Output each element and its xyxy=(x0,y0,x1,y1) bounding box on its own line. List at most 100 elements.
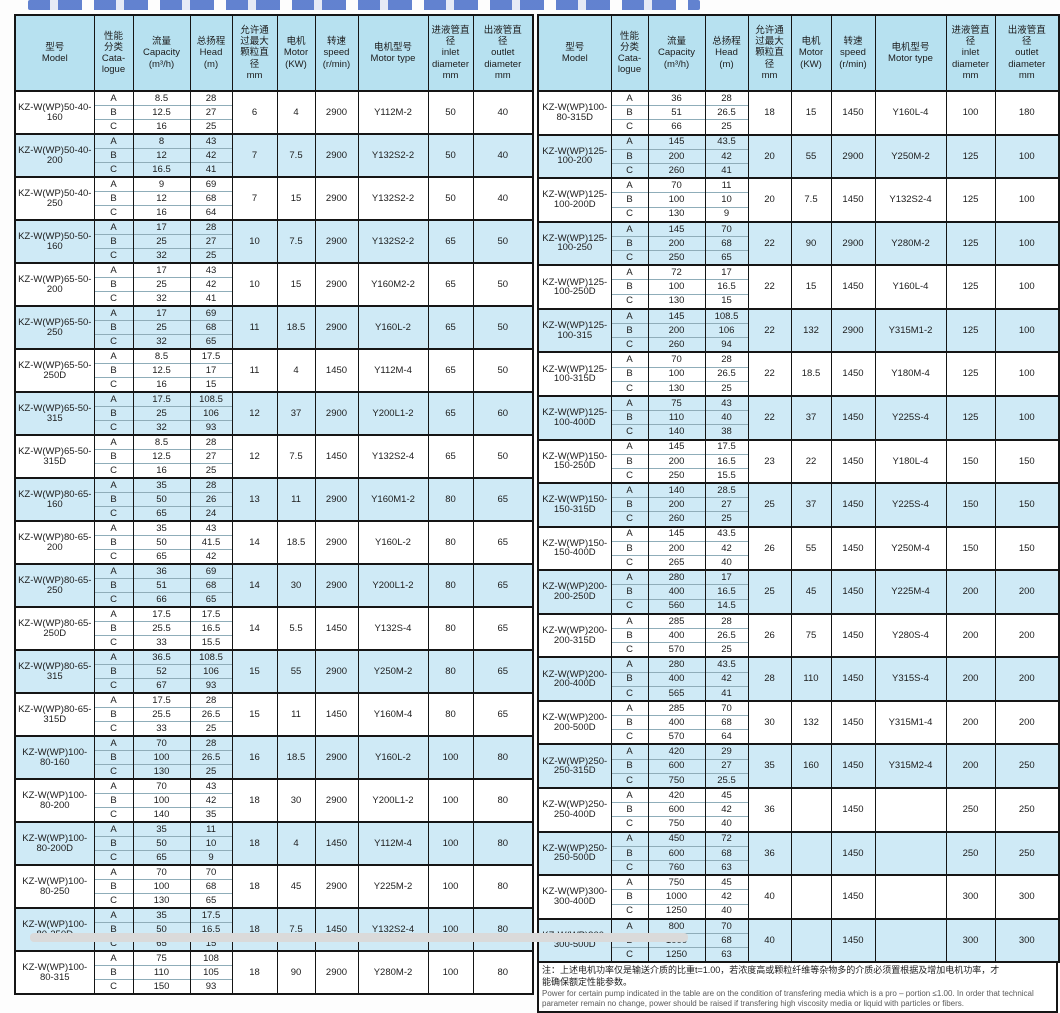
head-cell: 108.5 xyxy=(189,391,233,407)
capacity-cell: 17.5 xyxy=(132,391,191,407)
outlet-diameter-cell: 300 xyxy=(994,917,1060,963)
capacity-cell: 140 xyxy=(132,807,191,822)
model-cell: KZ-W(WP)125-100-250 xyxy=(537,220,612,266)
motor-power-cell: 45 xyxy=(790,569,832,614)
head-cell: 42 xyxy=(704,802,749,817)
motor-type-cell: Y315M1-4 xyxy=(874,699,947,745)
capacity-cell: 70 xyxy=(647,177,706,193)
table-row: B 25 27 xyxy=(15,234,533,249)
inlet-diameter-cell: 200 xyxy=(945,699,996,745)
table-row: KZ-W(WP)50-40-250 A 9 69 7 15 2900 Y132S2-2 50 40 xyxy=(14,176,534,220)
outlet-diameter-cell: 100 xyxy=(994,264,1060,309)
catalogue-cell: B xyxy=(610,758,649,774)
model-cell: KZ-W(WP)125-100-400D xyxy=(537,394,612,440)
speed-cell: 1450 xyxy=(830,787,876,832)
speed-cell: 2900 xyxy=(314,391,359,435)
table-row: B 12 68 xyxy=(15,191,533,206)
head-cell: 108 xyxy=(189,950,233,966)
table-row: KZ-W(WP)200-200-250D A 280 17 25 45 1450 Y225M-… xyxy=(537,569,1060,614)
inlet-diameter-cell: 100 xyxy=(945,90,996,135)
catalogue-cell: A xyxy=(93,133,134,149)
head-cell: 65 xyxy=(189,592,233,607)
table-row: B 400 68 xyxy=(538,715,1059,730)
catalogue-cell: C xyxy=(93,377,134,392)
particle-cell: 22 xyxy=(747,307,792,353)
capacity-cell: 16 xyxy=(132,119,191,134)
capacity-cell: 250 xyxy=(647,467,706,484)
catalogue-cell: C xyxy=(93,162,134,177)
head-cell: 17 xyxy=(704,264,749,280)
catalogue-cell: C xyxy=(610,162,649,179)
capacity-cell: 25.5 xyxy=(132,707,191,722)
head-cell: 25 xyxy=(189,764,233,779)
inlet-diameter-cell: 80 xyxy=(427,692,474,736)
particle-cell: 40 xyxy=(747,874,792,919)
catalogue-cell: B xyxy=(93,535,134,550)
col-header-head: 总扬程 Head (m) xyxy=(704,14,749,92)
head-cell: 69 xyxy=(189,176,233,192)
col-header-head: 总扬程 Head (m) xyxy=(189,14,233,92)
catalogue-cell: B xyxy=(610,715,649,730)
inlet-diameter-cell: 65 xyxy=(427,262,474,306)
table-row: KZ-W(WP)125-100-315D A 70 28 22 18.5 1450 Y180M… xyxy=(537,351,1060,396)
catalogue-cell: C xyxy=(93,721,134,736)
table-row: B 12.5 17 xyxy=(15,363,533,378)
speed-cell: 1450 xyxy=(830,656,876,701)
motor-power-cell: 55 xyxy=(790,525,832,571)
col-header-catalogue: 性能 分类 Cata- logue xyxy=(93,14,134,92)
catalogue-cell: A xyxy=(93,262,134,278)
capacity-cell: 110 xyxy=(647,410,706,425)
clipped-title-fragment xyxy=(28,0,700,10)
catalogue-cell: C xyxy=(93,291,134,306)
catalogue-cell: C xyxy=(93,807,134,822)
table-row: B 50 41.5 xyxy=(15,535,533,550)
motor-type-cell: Y112M-4 xyxy=(357,348,429,392)
head-cell: 17 xyxy=(189,363,233,378)
catalogue-cell: A xyxy=(93,778,134,794)
catalogue-cell: C xyxy=(93,893,134,908)
motor-power-cell: 11 xyxy=(276,692,316,736)
table-row: KZ-W(WP)50-40-160 A 8.5 28 6 4 2900 Y112M-2 50 40 xyxy=(14,90,534,134)
capacity-cell: 130 xyxy=(647,380,706,396)
capacity-cell: 32 xyxy=(132,291,191,306)
capacity-cell: 50 xyxy=(132,492,191,507)
head-cell: 26.5 xyxy=(189,750,233,765)
head-cell: 28 xyxy=(704,90,749,106)
table-row: C 140 38 xyxy=(538,424,1059,440)
motor-type-cell: Y315M1-2 xyxy=(874,307,947,353)
outlet-diameter-cell: 50 xyxy=(472,262,534,306)
inlet-diameter-cell: 100 xyxy=(427,950,474,994)
model-cell: KZ-W(WP)150-150-250D xyxy=(537,438,612,484)
capacity-cell: 8 xyxy=(132,133,191,149)
table-row: C 65 9 xyxy=(15,850,533,865)
capacity-cell: 280 xyxy=(647,569,706,585)
table-row: C 130 25 xyxy=(538,380,1059,396)
model-cell: KZ-W(WP)80-65-250D xyxy=(14,606,95,650)
catalogue-cell: A xyxy=(610,612,649,629)
particle-cell: 18 xyxy=(747,90,792,135)
outlet-diameter-cell: 200 xyxy=(994,612,1060,658)
head-cell: 68 xyxy=(704,845,749,861)
speed-cell: 1450 xyxy=(830,264,876,309)
table-row: C 1250 40 xyxy=(538,903,1059,919)
table-row: C 65 24 xyxy=(15,506,533,521)
head-cell: 25 xyxy=(704,119,749,135)
table-row: B 600 68 xyxy=(538,845,1059,861)
col-header-motor-type: 电机型号 Motor type xyxy=(874,14,947,92)
model-cell: KZ-W(WP)250-250-500D xyxy=(537,830,612,876)
catalogue-cell: C xyxy=(610,816,649,832)
catalogue-cell: B xyxy=(93,105,134,120)
outlet-diameter-cell: 65 xyxy=(472,606,534,650)
capacity-cell: 35 xyxy=(132,821,191,837)
catalogue-cell: A xyxy=(610,264,649,280)
capacity-cell: 100 xyxy=(647,366,706,382)
capacity-cell: 145 xyxy=(647,220,706,237)
capacity-cell: 800 xyxy=(647,917,706,934)
speed-cell: 2900 xyxy=(314,176,359,220)
motor-type-cell: Y200L1-2 xyxy=(357,778,429,822)
capacity-cell: 25 xyxy=(132,320,191,335)
capacity-cell: 145 xyxy=(647,438,706,455)
table-row: B 100 68 xyxy=(15,879,533,894)
capacity-cell: 130 xyxy=(647,293,706,309)
table-row: B 100 26.5 xyxy=(15,750,533,765)
